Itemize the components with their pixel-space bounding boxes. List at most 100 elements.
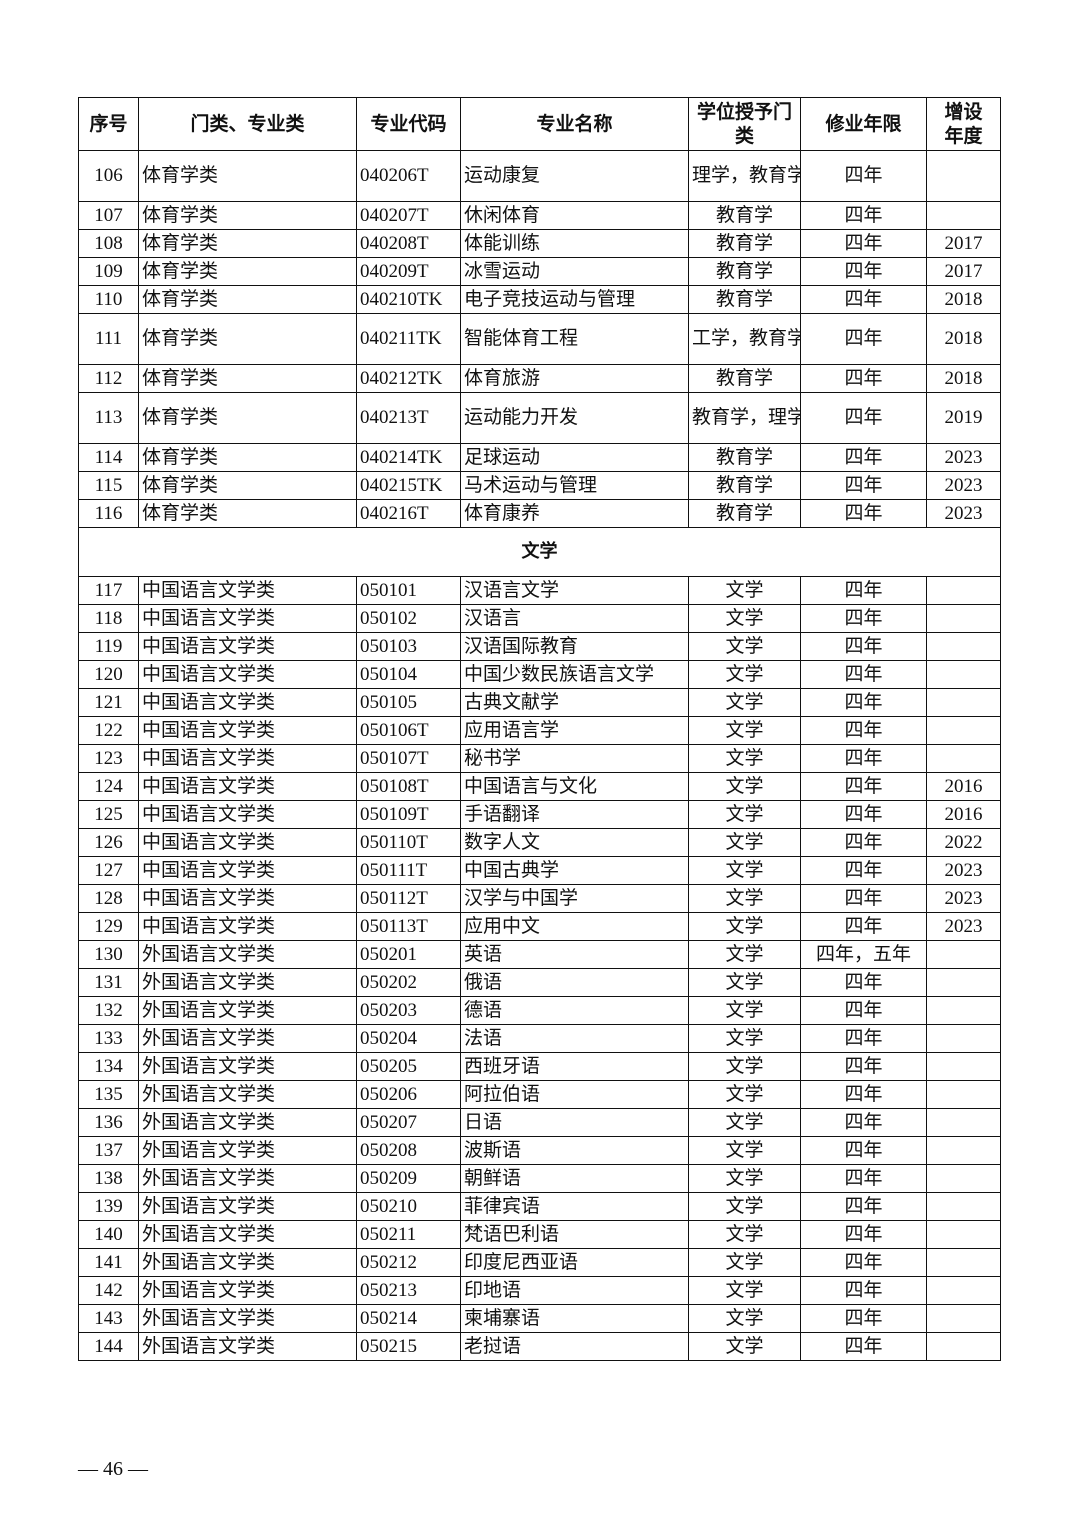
cell-code: 050206 xyxy=(356,1080,461,1109)
cell-index: 133 xyxy=(78,1024,139,1053)
cell-code: 050106T xyxy=(356,716,461,745)
cell-year-added: 2016 xyxy=(926,772,1001,801)
cell-code: 050109T xyxy=(356,800,461,829)
cell-year-added xyxy=(926,1192,1001,1221)
cell-category: 中国语言文学类 xyxy=(138,688,357,717)
cell-index: 128 xyxy=(78,884,139,913)
cell-major-name: 马术运动与管理 xyxy=(460,471,689,500)
cell-major-name: 休闲体育 xyxy=(460,201,689,230)
cell-category: 中国语言文学类 xyxy=(138,828,357,857)
cell-degree: 教育学 xyxy=(688,443,801,472)
cell-duration: 四年 xyxy=(800,201,927,230)
cell-duration: 四年 xyxy=(800,443,927,472)
cell-year-added xyxy=(926,1108,1001,1137)
cell-degree: 文学 xyxy=(688,1136,801,1165)
cell-duration: 四年 xyxy=(800,912,927,941)
cell-code: 050215 xyxy=(356,1332,461,1361)
cell-duration: 四年 xyxy=(800,257,927,286)
cell-duration: 四年 xyxy=(800,313,927,365)
table-row: 132 外国语言文学类 050203 德语 文学 四年 xyxy=(78,996,1001,1025)
cell-major-name: 应用语言学 xyxy=(460,716,689,745)
cell-year-added xyxy=(926,1248,1001,1277)
table-row: 123 中国语言文学类 050107T 秘书学 文学 四年 xyxy=(78,744,1001,773)
cell-year-added: 2023 xyxy=(926,912,1001,941)
cell-code: 050208 xyxy=(356,1136,461,1165)
cell-major-name: 汉学与中国学 xyxy=(460,884,689,913)
table-row: 127 中国语言文学类 050111T 中国古典学 文学 四年 2023 xyxy=(78,856,1001,885)
cell-category: 体育学类 xyxy=(138,229,357,258)
table-row: 117 中国语言文学类 050101 汉语言文学 文学 四年 xyxy=(78,576,1001,605)
cell-degree: 文学 xyxy=(688,660,801,689)
cell-year-added xyxy=(926,996,1001,1025)
cell-category: 中国语言文学类 xyxy=(138,632,357,661)
cell-year-added: 2016 xyxy=(926,800,1001,829)
table-row: 107 体育学类 040207T 休闲体育 教育学 四年 xyxy=(78,201,1001,230)
cell-major-name: 法语 xyxy=(460,1024,689,1053)
cell-degree: 教育学 xyxy=(688,201,801,230)
cell-index: 121 xyxy=(78,688,139,717)
cell-index: 109 xyxy=(78,257,139,286)
cell-year-added xyxy=(926,660,1001,689)
cell-duration: 四年 xyxy=(800,1220,927,1249)
cell-duration: 四年 xyxy=(800,800,927,829)
table-row: 106 体育学类 040206T 运动康复 理学，教育学 四年 xyxy=(78,150,1001,202)
cell-code: 050103 xyxy=(356,632,461,661)
cell-duration: 四年 xyxy=(800,828,927,857)
cell-category: 外国语言文学类 xyxy=(138,1052,357,1081)
cell-index: 139 xyxy=(78,1192,139,1221)
cell-degree: 文学 xyxy=(688,1024,801,1053)
table-row: 111 体育学类 040211TK 智能体育工程 工学，教育学 四年 2018 xyxy=(78,313,1001,365)
cell-duration: 四年 xyxy=(800,968,927,997)
cell-code: 040211TK xyxy=(356,313,461,365)
cell-year-added xyxy=(926,632,1001,661)
table-row: 115 体育学类 040215TK 马术运动与管理 教育学 四年 2023 xyxy=(78,471,1001,500)
cell-duration: 四年 xyxy=(800,1052,927,1081)
cell-category: 外国语言文学类 xyxy=(138,1304,357,1333)
table-row: 124 中国语言文学类 050108T 中国语言与文化 文学 四年 2016 xyxy=(78,772,1001,801)
cell-category: 外国语言文学类 xyxy=(138,1080,357,1109)
cell-code: 050204 xyxy=(356,1024,461,1053)
cell-degree: 文学 xyxy=(688,884,801,913)
cell-code: 040214TK xyxy=(356,443,461,472)
cell-code: 050107T xyxy=(356,744,461,773)
cell-code: 050113T xyxy=(356,912,461,941)
cell-degree: 文学 xyxy=(688,1108,801,1137)
cell-degree: 教育学 xyxy=(688,471,801,500)
cell-degree: 文学 xyxy=(688,996,801,1025)
cell-duration: 四年 xyxy=(800,856,927,885)
cell-degree: 文学 xyxy=(688,1248,801,1277)
cell-major-name: 印度尼西亚语 xyxy=(460,1248,689,1277)
cell-degree: 文学 xyxy=(688,940,801,969)
cell-index: 137 xyxy=(78,1136,139,1165)
cell-degree: 文学 xyxy=(688,912,801,941)
table-row: 140 外国语言文学类 050211 梵语巴利语 文学 四年 xyxy=(78,1220,1001,1249)
cell-index: 124 xyxy=(78,772,139,801)
cell-category: 外国语言文学类 xyxy=(138,1024,357,1053)
table-row: 135 外国语言文学类 050206 阿拉伯语 文学 四年 xyxy=(78,1080,1001,1109)
cell-duration: 四年 xyxy=(800,688,927,717)
cell-index: 144 xyxy=(78,1332,139,1361)
cell-year-added xyxy=(926,1052,1001,1081)
cell-major-name: 中国古典学 xyxy=(460,856,689,885)
cell-major-name: 体育旅游 xyxy=(460,364,689,393)
cell-major-name: 秘书学 xyxy=(460,744,689,773)
cell-index: 126 xyxy=(78,828,139,857)
cell-degree: 工学，教育学 xyxy=(688,313,801,365)
cell-category: 体育学类 xyxy=(138,443,357,472)
cell-major-name: 梵语巴利语 xyxy=(460,1220,689,1249)
cell-degree: 文学 xyxy=(688,1332,801,1361)
cell-category: 中国语言文学类 xyxy=(138,744,357,773)
cell-duration: 四年 xyxy=(800,1080,927,1109)
cell-index: 110 xyxy=(78,285,139,314)
table-row: 133 外国语言文学类 050204 法语 文学 四年 xyxy=(78,1024,1001,1053)
cell-major-name: 运动康复 xyxy=(460,150,689,202)
table-row: 125 中国语言文学类 050109T 手语翻译 文学 四年 2016 xyxy=(78,800,1001,829)
cell-code: 040215TK xyxy=(356,471,461,500)
cell-index: 130 xyxy=(78,940,139,969)
cell-major-name: 老挝语 xyxy=(460,1332,689,1361)
table-row: 128 中国语言文学类 050112T 汉学与中国学 文学 四年 2023 xyxy=(78,884,1001,913)
cell-category: 中国语言文学类 xyxy=(138,772,357,801)
cell-major-name: 柬埔寨语 xyxy=(460,1304,689,1333)
cell-duration: 四年 xyxy=(800,576,927,605)
cell-major-name: 中国少数民族语言文学 xyxy=(460,660,689,689)
